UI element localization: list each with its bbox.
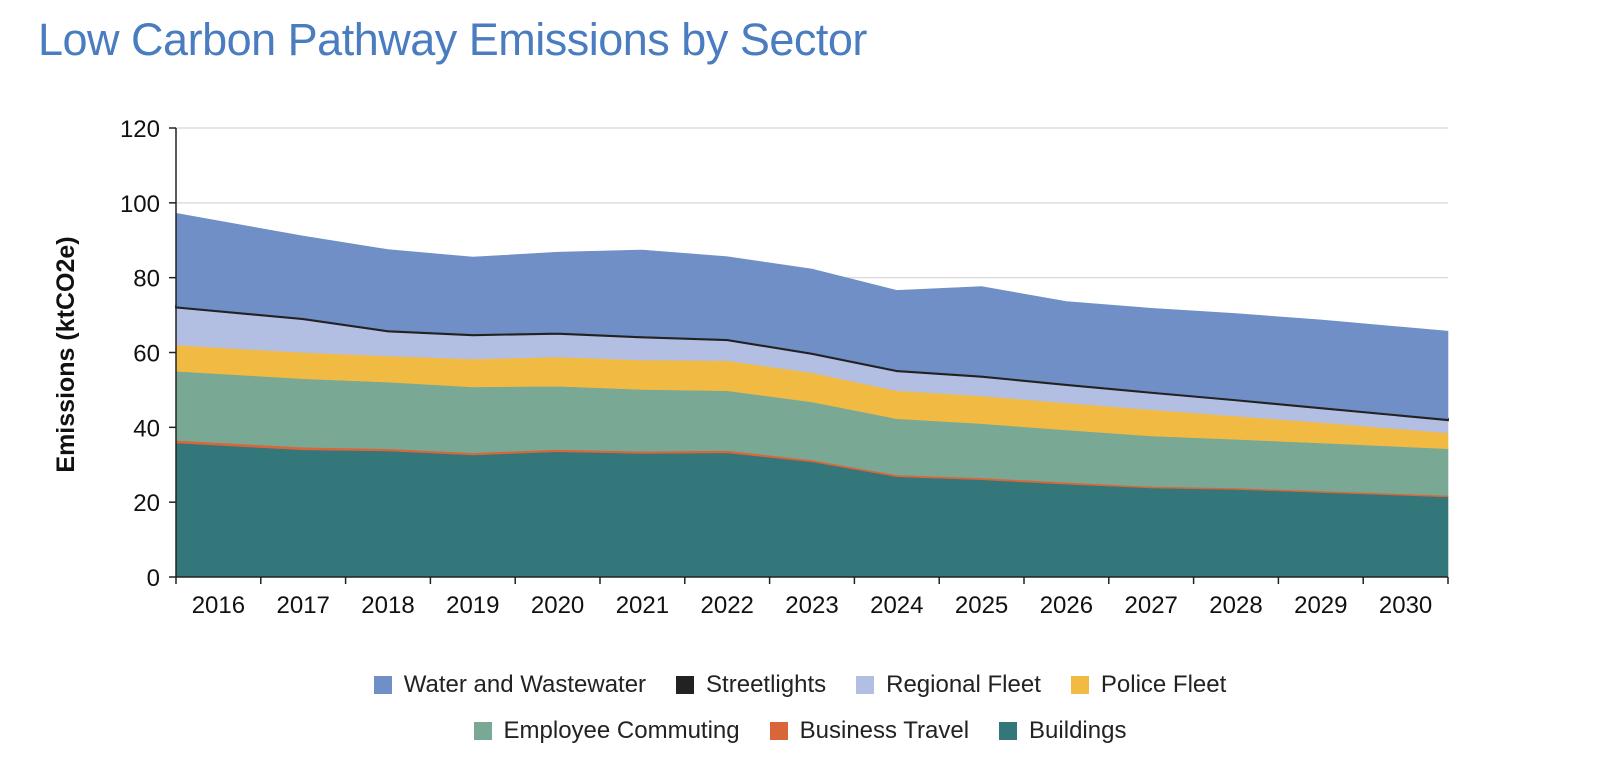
legend-label: Business Travel bbox=[799, 717, 970, 744]
x-tick-label: 2029 bbox=[1294, 592, 1347, 619]
y-tick-label: 80 bbox=[133, 266, 160, 293]
area-water-and-wastewater bbox=[175, 212, 1449, 420]
legend-label: Streetlights bbox=[706, 671, 827, 698]
legend-item-water-and-wastewater: Water and Wastewater bbox=[373, 671, 647, 699]
legend-swatch bbox=[856, 676, 875, 694]
legend-row-1: Water and Wastewater Streetlights Region… bbox=[0, 662, 1600, 708]
legend-item-police-fleet: Police Fleet bbox=[1070, 671, 1227, 699]
legend-swatch bbox=[769, 722, 788, 740]
y-tick-label: 100 bbox=[120, 191, 160, 218]
legend-item-regional-fleet: Regional Fleet bbox=[856, 671, 1041, 699]
legend-label: Police Fleet bbox=[1100, 671, 1227, 698]
legend-label: Regional Fleet bbox=[886, 671, 1041, 698]
x-tick-label: 2030 bbox=[1379, 592, 1432, 619]
x-tick-label: 2028 bbox=[1209, 592, 1262, 619]
y-tick-label: 120 bbox=[120, 116, 160, 143]
x-tick-label: 2026 bbox=[1040, 592, 1093, 619]
legend-swatch bbox=[1070, 676, 1089, 694]
legend-item-business-travel: Business Travel bbox=[769, 717, 970, 745]
legend-row-2: Employee Commuting Business Travel Build… bbox=[0, 708, 1600, 754]
x-tick-label: 2017 bbox=[277, 592, 330, 619]
y-tick-label: 40 bbox=[133, 415, 160, 442]
y-axis-title: Emissions (ktCO2e) bbox=[52, 236, 80, 472]
x-tick-label: 2027 bbox=[1125, 592, 1178, 619]
x-tick-label: 2025 bbox=[955, 592, 1008, 619]
legend-swatch bbox=[999, 722, 1018, 740]
y-tick-label: 0 bbox=[147, 565, 160, 592]
emissions-area-chart: 0 20 40 60 80 100 120 2016 2017 2018 2019 2020 2021 2… bbox=[52, 116, 1449, 619]
x-tick-label: 2020 bbox=[531, 592, 584, 619]
x-tick-label: 2022 bbox=[701, 592, 754, 619]
x-tick-label: 2021 bbox=[616, 592, 669, 619]
y-tick-label: 20 bbox=[133, 490, 160, 517]
legend-label: Water and Wastewater bbox=[403, 671, 647, 698]
chart-legend: Water and Wastewater Streetlights Region… bbox=[0, 662, 1600, 754]
chart-title: Low Carbon Pathway Emissions by Sector bbox=[38, 14, 867, 65]
legend-swatch bbox=[373, 676, 392, 694]
x-tick-label: 2018 bbox=[361, 592, 414, 619]
legend-swatch bbox=[676, 676, 695, 694]
legend-item-streetlights: Streetlights bbox=[676, 671, 826, 699]
legend-label: Buildings bbox=[1029, 717, 1127, 744]
legend-item-buildings: Buildings bbox=[999, 717, 1126, 745]
legend-label: Employee Commuting bbox=[503, 717, 740, 744]
legend-item-employee-commuting: Employee Commuting bbox=[473, 717, 740, 745]
legend-swatch bbox=[473, 722, 492, 740]
x-tick-label: 2019 bbox=[446, 592, 499, 619]
x-tick-label: 2016 bbox=[192, 592, 245, 619]
y-tick-label: 60 bbox=[133, 341, 160, 368]
x-tick-label: 2024 bbox=[870, 592, 923, 619]
x-tick-label: 2023 bbox=[785, 592, 838, 619]
